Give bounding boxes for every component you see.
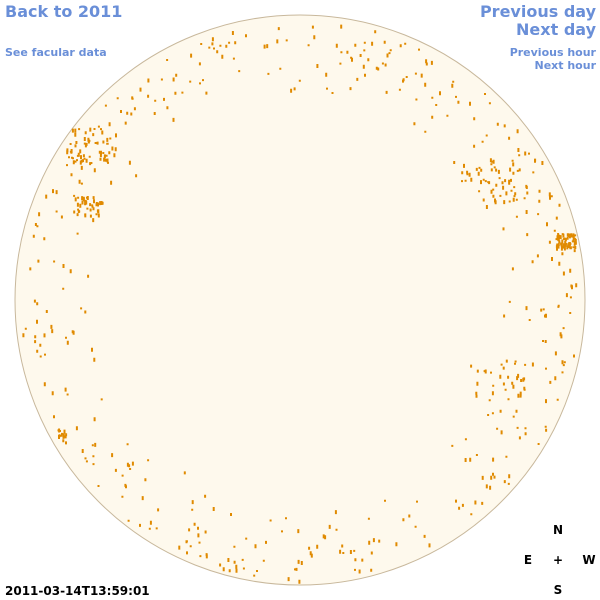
previous-day-link[interactable]: Previous day xyxy=(480,2,597,21)
compass-south: S xyxy=(554,583,563,597)
timestamp: 2011-03-14T13:59:01 xyxy=(5,584,150,598)
facular-link[interactable]: See facular data xyxy=(5,46,107,59)
back-link[interactable]: Back to 2011 xyxy=(5,2,122,21)
solar-disk xyxy=(14,14,586,586)
next-day-link[interactable]: Next day xyxy=(516,20,597,39)
compass-center: + xyxy=(553,553,563,567)
compass-east: E xyxy=(524,553,532,567)
previous-hour-link[interactable]: Previous hour xyxy=(510,46,597,59)
next-hour-link[interactable]: Next hour xyxy=(535,59,597,72)
compass-west: W xyxy=(582,553,595,567)
compass-north: N xyxy=(553,523,563,537)
